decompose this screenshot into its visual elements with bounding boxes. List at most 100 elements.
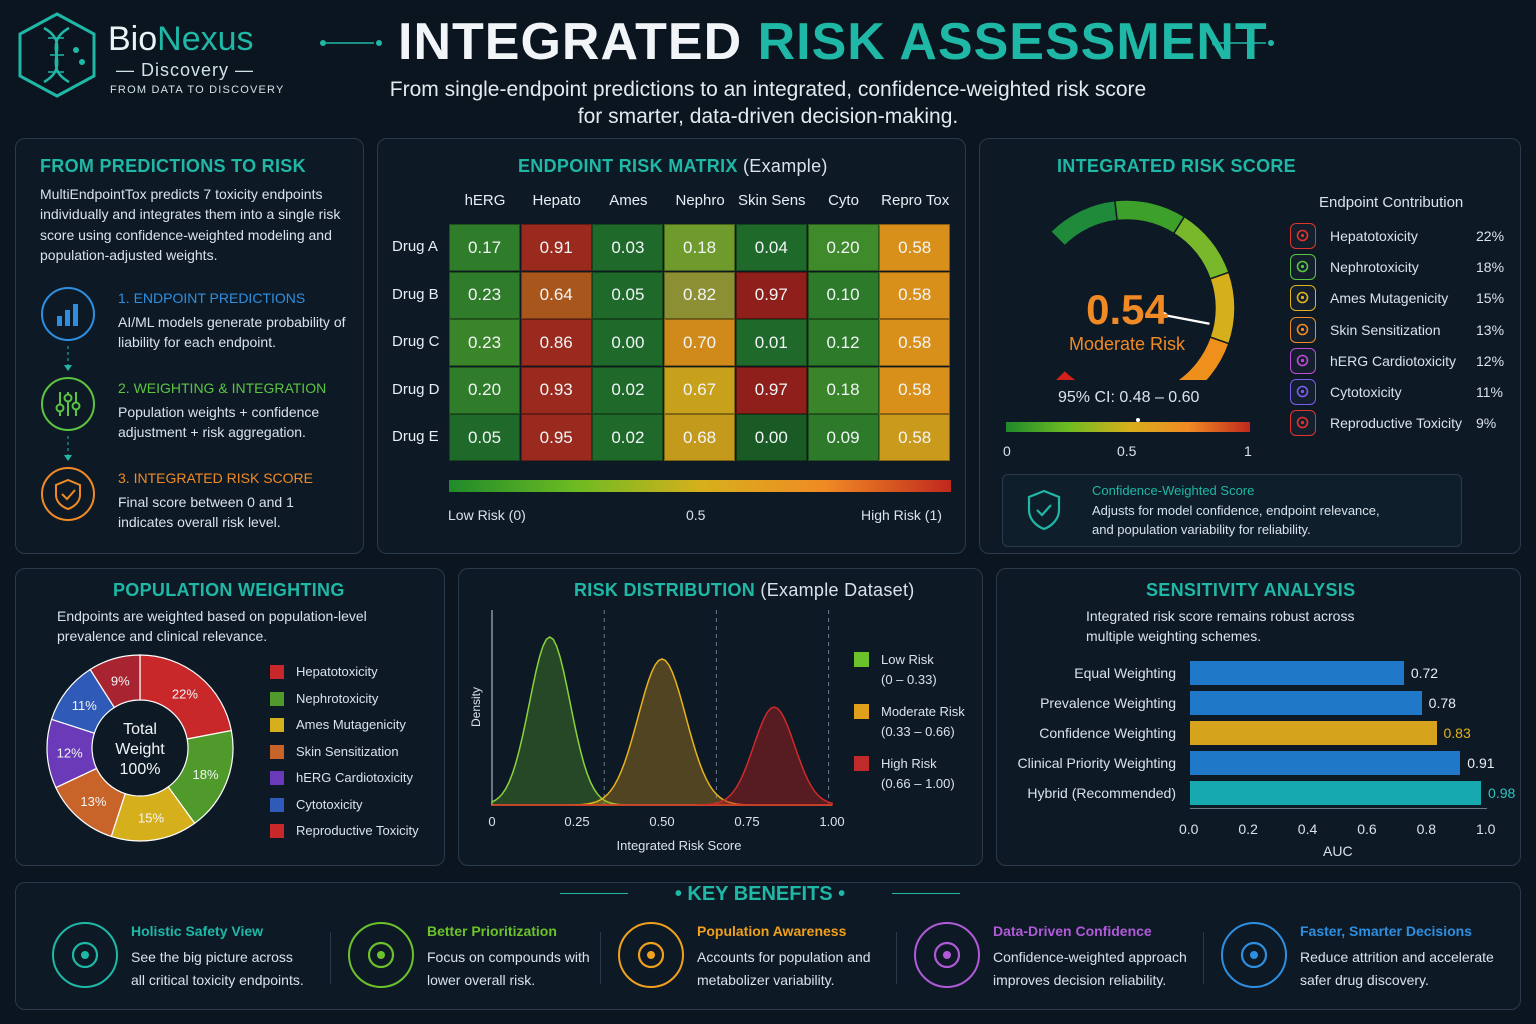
contribution-name: Reproductive Toxicity (1330, 415, 1463, 432)
donut-center-label: Total Weight 100% (115, 721, 165, 778)
matrix-cell: 0.82 (664, 271, 736, 319)
page-title: INTEGRATED RISK ASSESSMENT (398, 13, 1268, 71)
matrix-cell: 0.05 (592, 271, 664, 319)
x-tick-label: 0.2 (1238, 821, 1258, 837)
contribution-name: hERG Cardiotoxicity (1330, 352, 1457, 369)
matrix-cell: 0.20 (449, 366, 520, 414)
growth-chart-icon (914, 922, 980, 988)
matrix-cell: 0.09 (807, 414, 879, 461)
donut-slice-label: 18% (193, 767, 219, 782)
benefit-text: Focus on compounds with lower overall ris… (427, 946, 590, 992)
legend-label: Cytotoxicity (296, 796, 363, 812)
target-icon (348, 922, 414, 988)
matrix-cell: 0.23 (449, 271, 520, 319)
contribution-value: 22% (1476, 228, 1505, 244)
matrix-cell: 0.01 (735, 319, 807, 366)
benefit-divider (330, 932, 331, 984)
x-tick-label: 0.75 (734, 814, 759, 829)
bar-value-label: 0.91 (1467, 755, 1495, 771)
matrix-cell: 0.23 (449, 319, 520, 366)
score-bar (1006, 422, 1250, 432)
matrix-cell: 0.64 (520, 271, 592, 319)
legend-swatch (270, 797, 284, 812)
gauge-level: Moderate Risk (1068, 334, 1186, 354)
benefit-text: Confidence-weighted approach improves dec… (993, 946, 1187, 992)
benefit-divider (896, 932, 897, 984)
matrix-cell: 0.70 (664, 319, 736, 366)
risk-distribution-chart: Density 0 0.25 0.50 0.75 1.00 Integrated Risk … (469, 610, 845, 853)
legend-label: High Risk (0.66 – 1.00) (881, 754, 955, 793)
sensitivity-bar (1190, 661, 1404, 685)
donut-slice-label: 15% (138, 811, 164, 826)
benefits-title: • KEY BENEFITS • (674, 883, 846, 905)
benefit-text-line: lower overall risk. (427, 972, 536, 989)
legend-range-values: (0 – 0.33) (881, 671, 937, 687)
legend-label: Skin Sensitization (296, 743, 399, 759)
density-curve (492, 706, 833, 806)
shield-icon (52, 922, 118, 988)
brand-tagline: FROM DATA TO DISCOVERY (110, 84, 285, 96)
matrix-cell: 0.86 (520, 319, 592, 366)
matrix-color-scale (449, 480, 951, 492)
note-title: Confidence-Weighted Score (1092, 483, 1255, 498)
legend-swatch (854, 756, 869, 771)
benefit-text-line: improves decision reliability. (993, 972, 1167, 989)
step-title: 1. ENDPOINT PREDICTIONS (118, 290, 306, 306)
contribution-item: Nephrotoxicity 18% (1290, 254, 1510, 281)
benefit-divider (1203, 932, 1204, 984)
sensitivity-bar (1190, 691, 1422, 715)
benefit-text: Reduce attrition and accelerate safer dru… (1300, 946, 1494, 992)
step-text: Population weights + confidence adjustme… (118, 404, 320, 441)
matrix-cell: 0.17 (449, 224, 520, 271)
flask-icon (1221, 922, 1287, 988)
donut-slice-label: 13% (80, 794, 106, 809)
legend-swatch (270, 691, 284, 706)
bar-category-label: Prevalence Weighting (1040, 695, 1176, 711)
legend-swatch (270, 771, 284, 785)
matrix-cell: 0.67 (664, 366, 736, 414)
benefit-text-line: metabolizer variability. (697, 972, 835, 989)
x-tick-label: 0.8 (1416, 821, 1437, 837)
step-text: AI/ML models generate probability of lia… (118, 314, 346, 351)
scale-mid-label: 0.5 (686, 507, 706, 523)
gauge-score: 0.54 (1086, 286, 1168, 333)
gauge-segment (1209, 271, 1236, 345)
contribution-item: Hepatotoxicity 22% (1290, 223, 1510, 249)
matrix-column-header: hERG (464, 192, 506, 209)
brand-sub: — Discovery — (116, 60, 255, 80)
legend-swatch (270, 744, 284, 759)
legend-label: Hepatotoxicity (296, 664, 378, 679)
legend-range-name: Low Risk (881, 652, 934, 667)
matrix-cell: 0.00 (592, 319, 664, 366)
legend-range-name: Moderate Risk (881, 704, 965, 719)
bar-chart-icon (41, 287, 95, 341)
matrix-row-label: Drug A (392, 238, 438, 255)
step-title: 3. INTEGRATED RISK SCORE (118, 470, 313, 486)
benefit-text-line: safer drug discovery. (1300, 972, 1429, 989)
sensitivity-desc: Integrated risk score remains robust acr… (1086, 608, 1355, 645)
matrix-cell: 0.04 (735, 224, 807, 271)
legend-range-name: High Risk (881, 756, 937, 771)
matrix-column-header: Repro Tox (881, 192, 950, 209)
legend-swatch (854, 652, 869, 667)
benefit-text-line: Accounts for population and (697, 949, 871, 965)
integrated-title: INTEGRATED RISK SCORE (1057, 156, 1296, 176)
gauge-segment (1049, 199, 1118, 247)
contribution-item: hERG Cardiotoxicity 12% (1290, 347, 1510, 374)
legend-label: Ames Mutagenicity (296, 717, 406, 732)
contribution-name: Skin Sensitization (1330, 321, 1441, 338)
benefit-title: Data-Driven Confidence (993, 923, 1152, 939)
gauge-segment (1114, 199, 1186, 235)
contribution-name: Ames Mutagenicity (1330, 290, 1449, 307)
contribution-value: 12% (1476, 352, 1505, 369)
matrix-row-label: Drug B (392, 285, 439, 303)
contribution-item: Skin Sensitization 13% (1290, 316, 1510, 343)
predictions-title: FROM PREDICTIONS TO RISK (40, 156, 306, 176)
contribution-value: 11% (1476, 384, 1503, 400)
predictions-panel (15, 138, 364, 554)
x-tick-label: 0 (488, 814, 495, 829)
step-arrow (64, 436, 72, 461)
benefit-title: Better Prioritization (427, 923, 557, 939)
matrix-cell: 0.12 (807, 319, 879, 366)
x-tick-label: 0.4 (1297, 821, 1318, 837)
